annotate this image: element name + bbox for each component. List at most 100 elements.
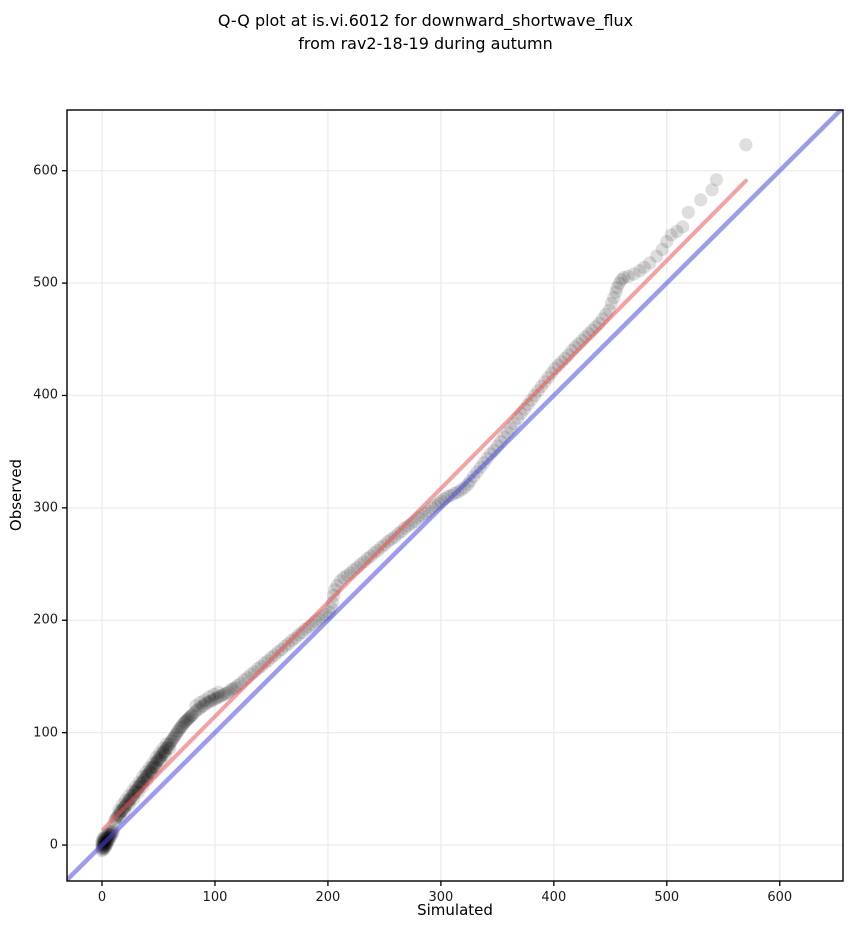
scatter-point [98,838,112,852]
scatter-point [176,717,190,731]
scatter-point [206,693,220,707]
scatter-point [160,740,175,754]
scatter-point [112,803,126,817]
scatter-point [168,728,182,742]
scatter-point [142,760,157,775]
scatter-point [146,756,160,770]
scatter-point [394,524,408,539]
scatter-point [165,733,179,748]
scatter-point [159,741,173,756]
scatter-point [185,708,199,722]
scatter-point [154,754,168,768]
scatter-point [664,228,678,242]
scatter-point [480,451,494,465]
x-tick-label: 500 [654,890,680,905]
x-tick-label: 200 [315,890,341,905]
x-axis-label: Simulated [417,901,493,919]
scatter-point [604,296,619,310]
scatter-point [207,687,221,702]
scatter-point [156,746,170,760]
chart-title-line1: Q-Q plot at is.vi.6012 for downward_shor… [217,11,634,30]
scatter-point [157,745,171,759]
y-tick-label: 400 [33,387,58,403]
scatter-point [709,173,724,187]
scatter-point [118,804,132,818]
scatter-point [643,256,657,270]
scatter-point [660,234,674,249]
scatter-point [177,715,192,730]
scatter-point [155,748,169,762]
scatter-point [458,481,472,495]
scatter-point [609,285,623,299]
scatter-point [163,737,177,751]
x-tick-label: 0 [97,890,107,905]
scatter-point [174,720,188,734]
scatter-point [739,138,753,152]
scatter-point [181,712,195,726]
scatter-point [504,421,518,435]
scatter-point [175,719,189,733]
scatter-point [167,730,181,744]
scatter-point [224,683,238,697]
scatter-point [173,721,187,735]
scatter-point [123,792,137,806]
scatter-point [203,694,218,708]
scatter-point [655,242,669,256]
y-tick-label: 500 [33,275,58,291]
scatter-point [95,841,109,856]
scatter-point [96,840,110,854]
scatter-point [172,723,186,738]
scatter-point [610,281,624,295]
scatter-point [179,714,193,729]
scatter-point [367,546,381,560]
scatter-point [149,756,163,770]
scatter-point [122,793,136,807]
scatter-point [211,685,225,699]
scatter-point [194,700,208,714]
scatter-point [180,713,194,727]
scatter-point [190,703,204,717]
scatter-point [153,746,167,760]
scatter-point [153,751,167,766]
x-tick-label: 100 [202,890,228,905]
scatter-point [670,224,684,238]
scatter-point [188,705,202,720]
scatter-point [182,711,196,725]
scatter-point [156,741,170,756]
scatter-point [650,249,664,263]
scatter-point [215,689,229,703]
scatter-point [151,753,166,767]
scatter-point [150,754,164,768]
scatter-point [676,220,690,234]
scatter-point [217,687,231,702]
scatter-point [254,659,268,673]
scatter-point [144,764,158,778]
scatter-point [95,835,109,849]
scatter-point [398,521,412,535]
chart-title-line2: from rav2-18-19 during autumn [298,34,553,53]
scatter-point [147,759,161,774]
scatter-point [202,690,216,704]
scatter-point [163,741,177,756]
scatter-point [164,735,178,749]
x-tick-label: 400 [541,890,567,905]
scatter-point [258,656,272,670]
scatter-point [145,762,159,776]
scatter-point [627,267,641,281]
scatter-points-group [95,138,753,858]
scatter-point [159,737,173,751]
y-tick-label: 600 [33,163,58,179]
scatter-point [226,682,240,696]
scatter-point [192,702,206,716]
scatter-point [158,744,172,758]
scatter-point [183,710,197,724]
chart-title: Q-Q plot at is.vi.6012 for downward_shor… [0,9,851,55]
scatter-point [705,183,719,197]
scatter-point [201,695,215,709]
scatter-point [99,830,114,844]
scatter-point [184,709,198,723]
scatter-point [124,791,138,805]
y-tick-label: 0 [49,837,58,853]
